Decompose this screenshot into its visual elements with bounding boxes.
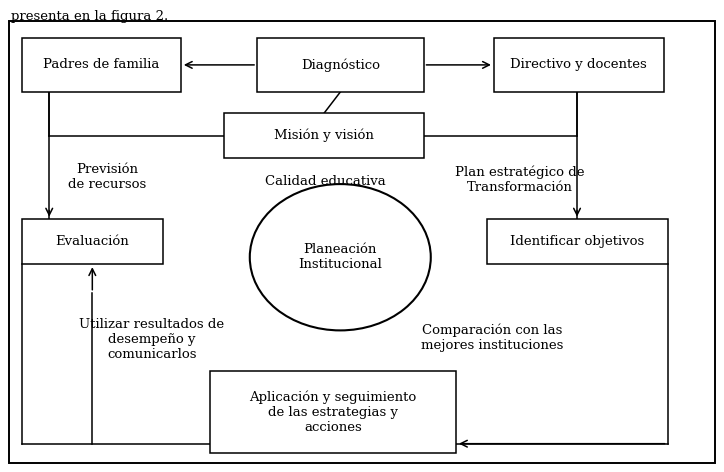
Text: Directivo y docentes: Directivo y docentes (510, 59, 647, 71)
Text: Planeación
Institucional: Planeación Institucional (298, 243, 382, 271)
Text: Comparación con las
mejores instituciones: Comparación con las mejores institucione… (421, 323, 563, 352)
Bar (22, 219, 163, 264)
Ellipse shape (250, 184, 431, 330)
Bar (210, 371, 456, 453)
Text: Padres de familia: Padres de familia (43, 59, 159, 71)
Text: Evaluación: Evaluación (56, 236, 129, 248)
Text: Aplicación y seguimiento
de las estrategias y
acciones: Aplicación y seguimiento de las estrateg… (249, 390, 417, 434)
Text: Identificar objetivos: Identificar objetivos (510, 236, 644, 248)
Text: Misión y visión: Misión y visión (274, 129, 374, 143)
Bar (257, 38, 424, 92)
Text: presenta en la figura 2.: presenta en la figura 2. (11, 10, 168, 24)
Text: Previsión
de recursos: Previsión de recursos (68, 163, 146, 191)
Bar (494, 38, 664, 92)
Bar (22, 38, 181, 92)
Text: Plan estratégico de
Transformación: Plan estratégico de Transformación (455, 165, 584, 194)
Text: Utilizar resultados de
desempeño y
comunicarlos: Utilizar resultados de desempeño y comun… (80, 318, 224, 362)
Text: Diagnóstico: Diagnóstico (300, 58, 380, 72)
Bar (487, 219, 668, 264)
Bar (224, 113, 424, 158)
Text: Calidad educativa: Calidad educativa (266, 175, 386, 188)
